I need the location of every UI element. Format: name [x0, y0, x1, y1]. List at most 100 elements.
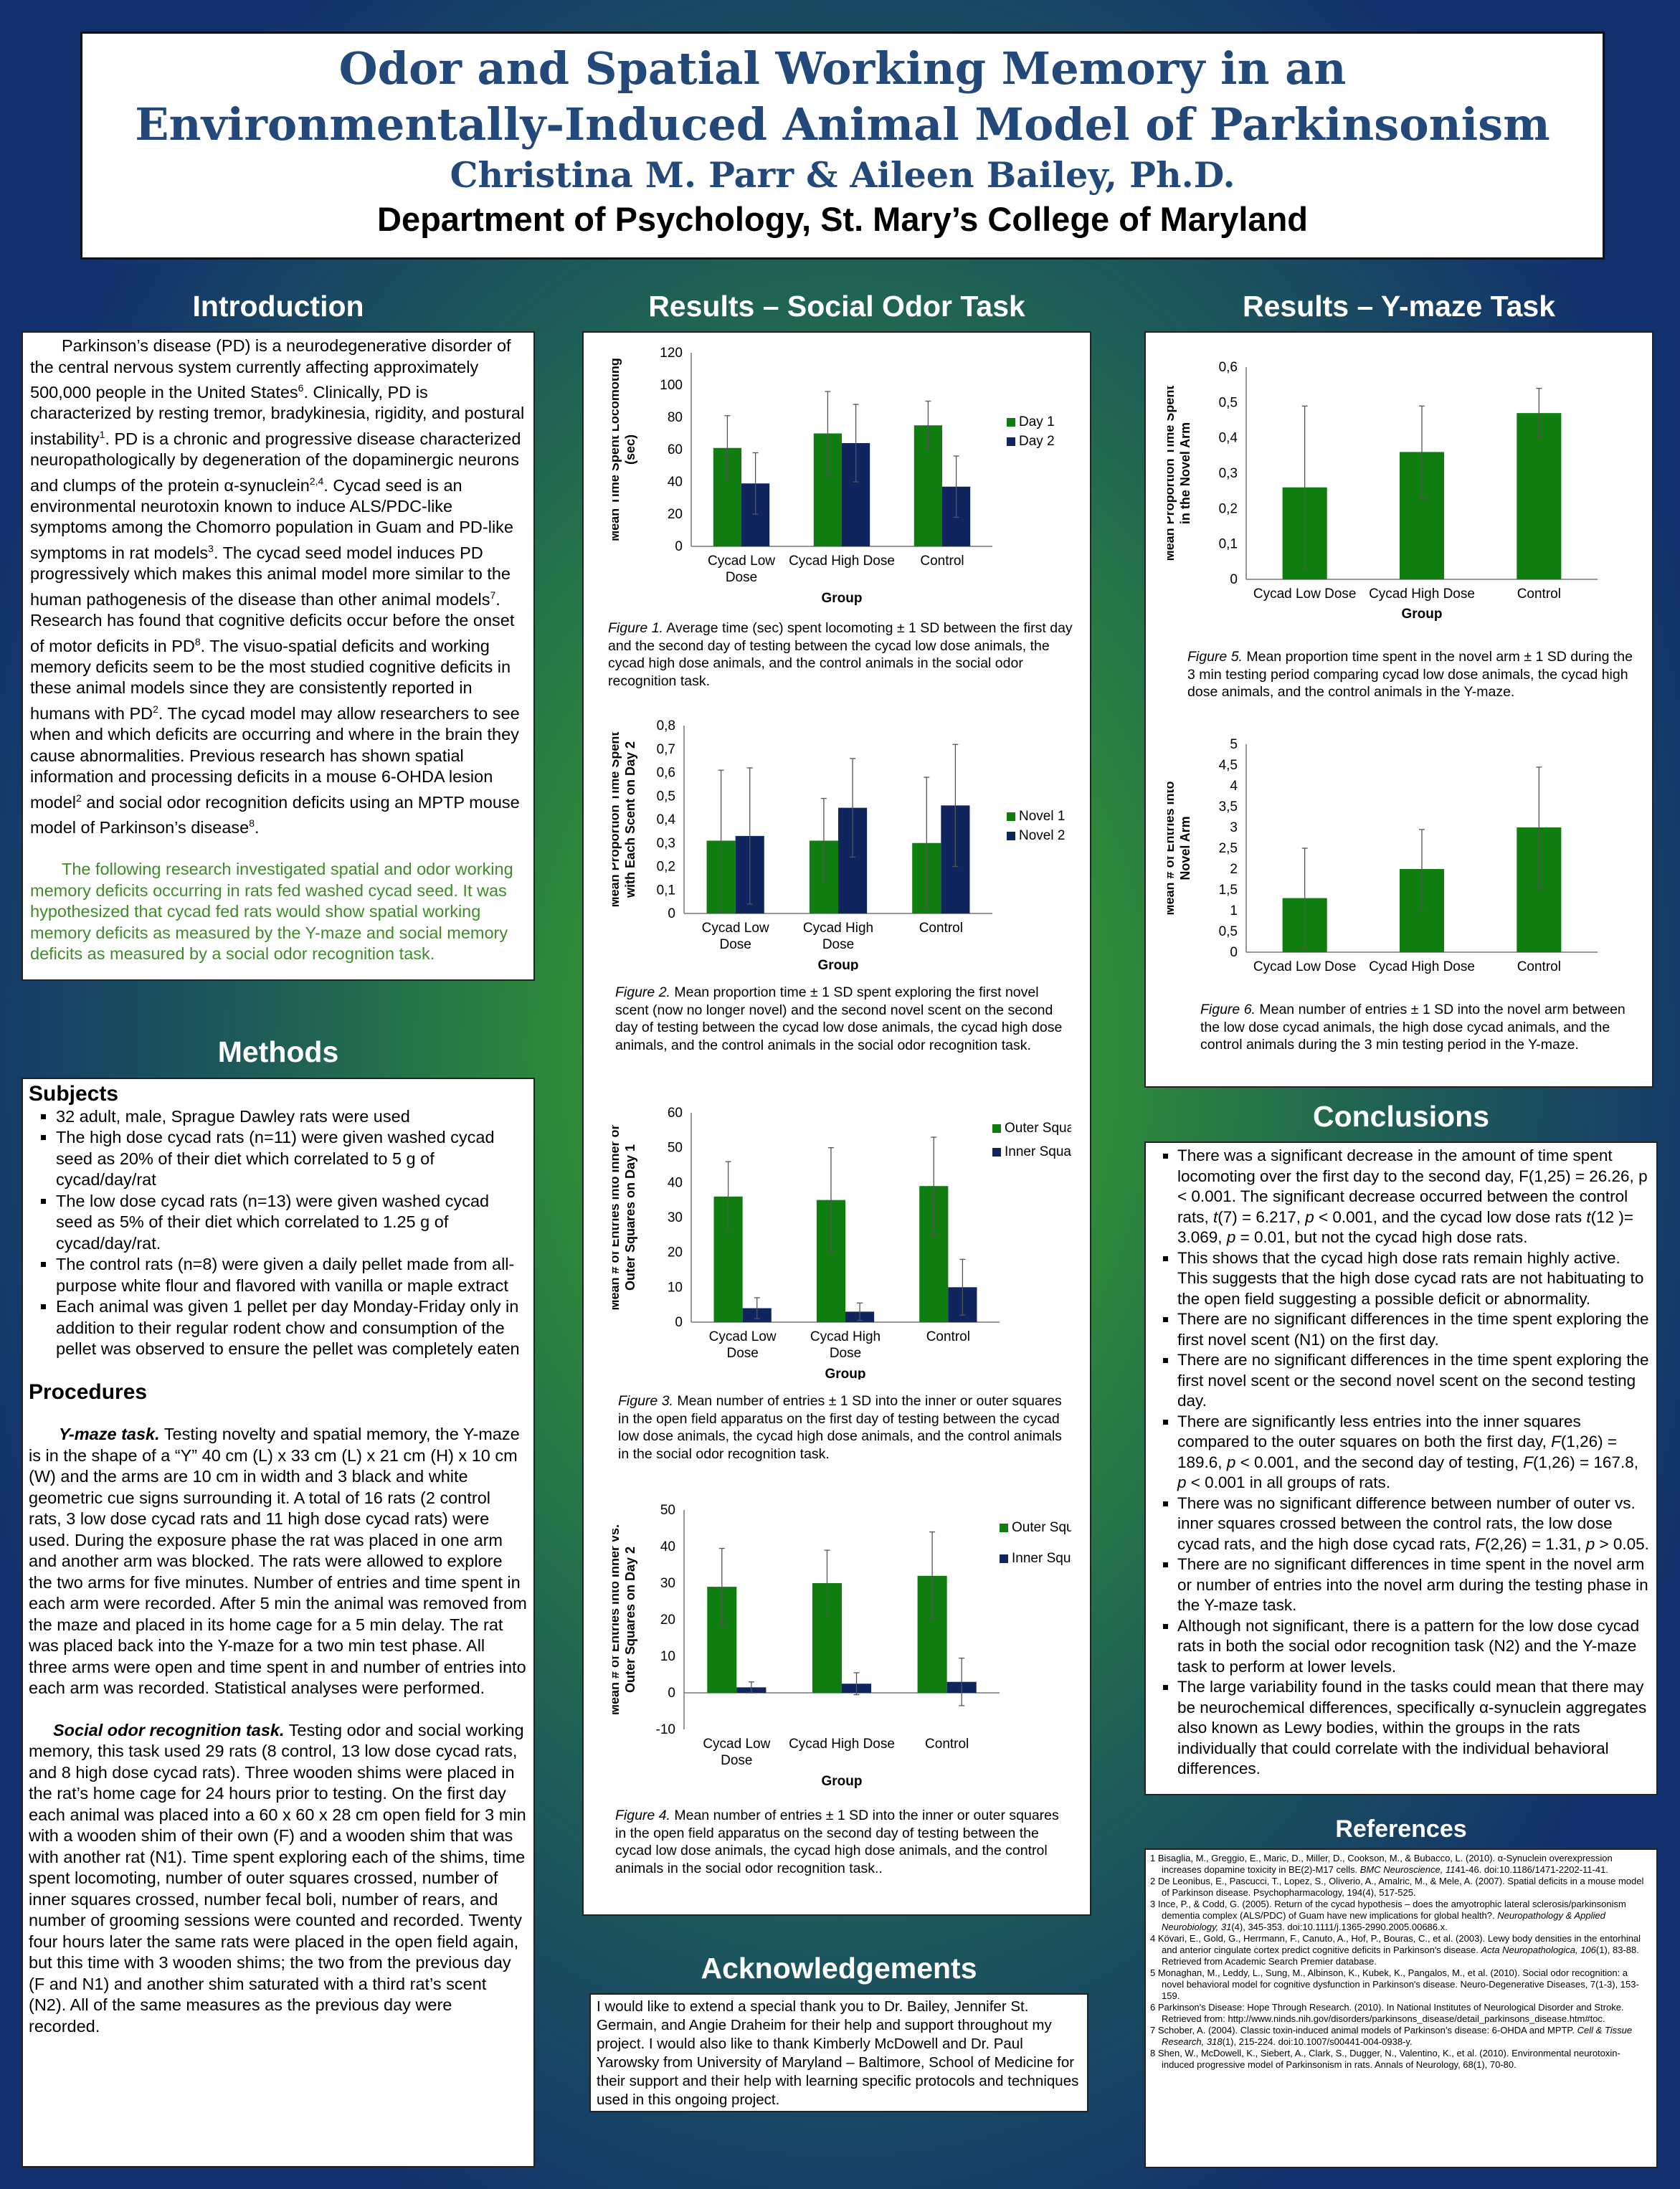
x-tick-label: Control [920, 554, 964, 569]
y-tick-label: 60 [668, 442, 683, 457]
intro-text: . The cycad model may allow researchers … [30, 703, 520, 812]
conclusion-item: This shows that the cycad high dose rats… [1177, 1248, 1651, 1310]
bar-value [1517, 413, 1562, 579]
figure-label: Figure 2. [615, 984, 670, 1000]
x-tick-label: Cycad Low [708, 554, 775, 569]
legend-swatch [1000, 1524, 1008, 1532]
x-tick-label: Control [1517, 587, 1561, 602]
y-tick-label: 30 [660, 1576, 675, 1591]
intro-text: . PD is a chronic and progressive diseas… [30, 429, 521, 495]
y-tick-label: 20 [668, 507, 683, 522]
caption-text: Mean number of entries ± 1 SD into the i… [618, 1393, 1062, 1462]
legend-swatch [1007, 418, 1015, 427]
subjects-heading: Subjects [29, 1082, 119, 1106]
intro-text: . Clinically, PD is characterized by res… [30, 382, 525, 448]
x-tick-label: Dose [726, 570, 757, 585]
x-tick-label: Cycad High Dose [789, 1737, 895, 1752]
y-tick-label: 30 [668, 1210, 683, 1225]
citation: 8 [249, 817, 255, 830]
figure1-chart: 0 20 40 60 80 100 120 Mean Time Spent Locomotin… [612, 346, 1055, 606]
references-panel: 1 Bisaglia, M., Greggio, E., Maric, D., … [1144, 1848, 1658, 2168]
y-axis-title-line: with Each Scent on Day 2 [623, 741, 637, 898]
figure-label: Figure 3. [618, 1393, 673, 1409]
subjects-item: The high dose cycad rats (n=11) were giv… [56, 1127, 528, 1191]
figure5-caption: Figure 5. Mean proportion time spent in … [1187, 648, 1639, 701]
y-axis-title-line: (sec) [623, 435, 637, 465]
reference-item: 2 De Leonibus, E., Pascucci, T., Lopez, … [1150, 1876, 1644, 1898]
intro-text: . The visuo-spatial deficits and working… [30, 636, 511, 723]
figure3-chart: 0 10 20 30 40 50 60 Mean # of Entries into Inne… [612, 1106, 1071, 1380]
results-ymaze-panel: 0 0,1 0,2 0,3 0,4 0,5 0,6 Mean Proportion Time … [1144, 331, 1653, 1088]
y-tick-label: 0 [1230, 572, 1238, 587]
italic-citation: Cell & Tissue Research, 318 [1162, 2025, 1633, 2047]
y-tick-label: 0,1 [1219, 537, 1238, 552]
legend-label: Inner Squares [1005, 1144, 1071, 1159]
legend-swatch [1007, 437, 1015, 446]
citation: 8 [194, 635, 201, 647]
y-tick-label: 0,5 [1219, 924, 1238, 939]
y-tick-label: 20 [660, 1613, 675, 1628]
figure3-caption: Figure 3. Mean number of entries ± 1 SD … [618, 1392, 1063, 1463]
x-tick-label: Cycad High [810, 1329, 881, 1344]
italic-symbol: t [1213, 1207, 1218, 1226]
x-tick-label: Cycad Low Dose [1253, 587, 1357, 602]
x-axis-title: Group [1402, 607, 1443, 622]
legend-label: Outer Squares [1005, 1121, 1071, 1136]
acknowledgements-heading: Acknowledgements [701, 1952, 977, 1985]
subjects-item: The control rats (n=8) were given a dail… [56, 1254, 528, 1296]
caption-text: Mean number of entries ± 1 SD into the n… [1200, 1002, 1626, 1053]
x-tick-label: Cycad High Dose [1369, 959, 1475, 974]
intro-text: and social odor recognition deficits usi… [30, 792, 520, 837]
y-tick-label: 2,5 [1219, 841, 1238, 856]
intro-text: . The cycad seed model induces PD progre… [30, 543, 511, 609]
figure-label: Figure 6. [1200, 1002, 1256, 1017]
y-axis-title: Mean # of Entries into Inner vs.Outer Sq… [612, 1524, 637, 1715]
ymaze-text: Testing novelty and spatial memory, the … [29, 1425, 527, 1697]
citation: 2,4 [309, 475, 324, 487]
conclusion-item: The large variability found in the tasks… [1177, 1677, 1651, 1780]
subjects-item: Each animal was given 1 pellet per day M… [56, 1296, 528, 1360]
intro-text: . [255, 817, 260, 837]
y-tick-label: 0 [668, 906, 675, 921]
figure4-chart: -10 0 10 20 30 40 50 Mean # of Entries into Inn… [612, 1503, 1071, 1789]
y-axis-title-line: in the Novel Arm [1178, 422, 1192, 524]
citation: 2 [153, 703, 158, 715]
y-tick-label: 0,6 [657, 766, 675, 781]
italic-symbol: F [1551, 1433, 1561, 1450]
y-axis-title-line: Mean Proportion Time Spent [612, 732, 622, 908]
x-tick-label: Control [919, 921, 963, 936]
x-tick-label: Cycad Low Dose [1253, 959, 1357, 974]
y-tick-label: 0 [675, 539, 683, 554]
conclusion-item: There are no significant differences in … [1177, 1309, 1651, 1350]
introduction-panel: Parkinson’s disease (PD) is a neurodegen… [22, 331, 535, 981]
reference-item: 5 Monaghan, M., Leddy, L., Sung, M., Alb… [1150, 1967, 1639, 2001]
results-social-heading: Results – Social Odor Task [648, 290, 1025, 323]
italic-symbol: p [1305, 1207, 1314, 1226]
figure2-caption: Figure 2. Mean proportion time ± 1 SD sp… [615, 984, 1074, 1054]
results-ymaze-heading: Results – Y-maze Task [1242, 290, 1556, 323]
conclusion-item: There are no significant differences in … [1177, 1350, 1651, 1412]
y-tick-label: 80 [668, 410, 683, 425]
italic-citation: Neuropathology & Applied Neurobiology, 3… [1162, 1910, 1605, 1932]
y-axis-title-line: Mean # of Entries into Inner vs. [612, 1524, 622, 1715]
y-tick-label: 0,8 [657, 718, 675, 733]
methods-panel: Subjects 32 adult, male, Sprague Dawley … [22, 1078, 535, 2167]
x-tick-label: Dose [721, 1753, 752, 1768]
social-label: Social odor recognition task. [53, 1720, 285, 1739]
legend-swatch [1007, 812, 1015, 821]
legend-label: Novel 2 [1019, 828, 1065, 843]
reference-item: 4 Kövari, E., Gold, G., Herrmann, F., Ca… [1150, 1933, 1641, 1967]
caption-text: Mean proportion time ± 1 SD spent explor… [615, 984, 1063, 1053]
y-tick-label: 0,7 [657, 742, 675, 757]
y-tick-label: 60 [668, 1106, 683, 1121]
y-axis-title-line: Novel Arm [1178, 816, 1192, 880]
legend-label: Day 2 [1019, 434, 1055, 449]
x-tick-label: Dose [719, 937, 751, 952]
x-axis-title: Group [825, 1367, 866, 1380]
conclusion-item: There was a significant decrease in the … [1177, 1146, 1651, 1248]
y-tick-label: 3 [1230, 820, 1238, 835]
y-tick-label: 40 [668, 475, 683, 490]
y-axis-title-line: Mean # of Entries into Inner or [612, 1124, 622, 1310]
figure2-chart: 0 0,1 0,2 0,3 0,4 0,5 0,6 0,7 0,8 Mean Proportion… [612, 718, 1065, 971]
